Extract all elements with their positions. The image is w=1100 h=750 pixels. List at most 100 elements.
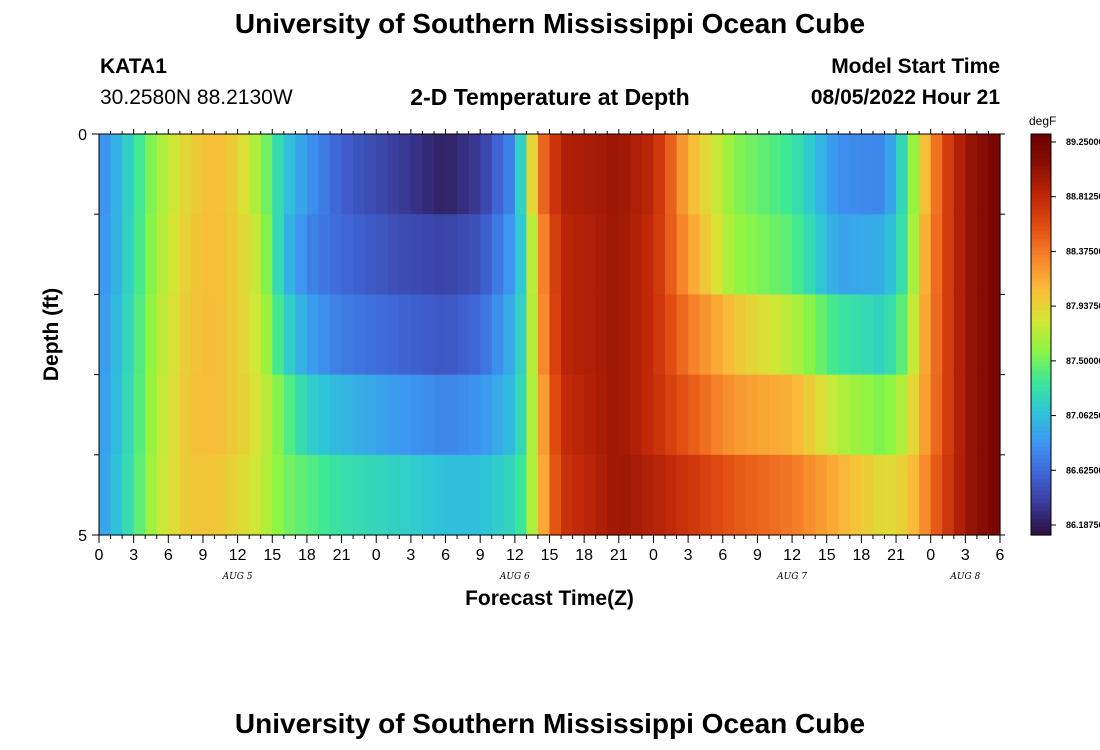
colorbar-segment bbox=[1031, 198, 1051, 203]
colorbar-segment bbox=[1031, 354, 1051, 360]
heatmap-cell bbox=[930, 374, 943, 456]
heatmap-cell bbox=[364, 214, 377, 295]
heatmap-cell bbox=[468, 134, 481, 215]
heatmap-cell bbox=[988, 294, 1001, 376]
heatmap-cell bbox=[641, 214, 655, 295]
heatmap-cell bbox=[249, 134, 262, 215]
heatmap-cell bbox=[376, 454, 389, 536]
heatmap-cell bbox=[815, 294, 828, 376]
colorbar-segment bbox=[1031, 278, 1051, 283]
colorbar-segment bbox=[1031, 430, 1051, 436]
heatmap-cell bbox=[468, 294, 481, 376]
colorbar-segment bbox=[1031, 362, 1051, 368]
heatmap-cell bbox=[688, 294, 701, 376]
heatmap-cell bbox=[237, 374, 250, 456]
heatmap-cell bbox=[549, 294, 562, 376]
heatmap-cell bbox=[110, 294, 123, 376]
colorbar-segment bbox=[1031, 166, 1051, 171]
colorbar-segment bbox=[1031, 358, 1051, 364]
heatmap-cell bbox=[976, 454, 990, 536]
colorbar-segment bbox=[1031, 246, 1051, 251]
heatmap-cell bbox=[792, 374, 805, 456]
heatmap-cell bbox=[988, 454, 1001, 536]
colorbar-segment bbox=[1031, 302, 1051, 308]
colorbar-segment bbox=[1031, 518, 1051, 524]
x-tick-label: 3 bbox=[684, 547, 693, 564]
heatmap-cell bbox=[260, 134, 273, 215]
colorbar-segment bbox=[1031, 202, 1051, 207]
heatmap-cell bbox=[133, 374, 146, 456]
heatmap-cell bbox=[202, 134, 216, 215]
heatmap-cell bbox=[272, 374, 285, 456]
heatmap-cell bbox=[376, 374, 389, 456]
heatmap-cell bbox=[491, 374, 504, 456]
heatmap-cell bbox=[214, 214, 227, 295]
heatmap-cell bbox=[457, 374, 470, 456]
heatmap-cell bbox=[445, 214, 458, 295]
heatmap-cell bbox=[214, 454, 227, 536]
heatmap-cell bbox=[665, 294, 678, 376]
heatmap-cell bbox=[780, 294, 793, 376]
heatmap-cell bbox=[202, 374, 216, 456]
heatmap-cell bbox=[514, 454, 527, 536]
heatmap-cell bbox=[226, 214, 239, 295]
heatmap-cell bbox=[572, 294, 585, 376]
heatmap-cell bbox=[584, 134, 597, 215]
heatmap-cell bbox=[526, 294, 539, 376]
heatmap-cell bbox=[526, 374, 539, 456]
colorbar-segment bbox=[1031, 158, 1051, 163]
heatmap-cell bbox=[780, 214, 793, 295]
heatmap-cell bbox=[653, 294, 666, 376]
heatmap-cell bbox=[849, 454, 862, 536]
heatmap-cell bbox=[237, 134, 250, 215]
heatmap-cell bbox=[480, 134, 493, 215]
heatmap-cell bbox=[387, 134, 400, 215]
page-title: University of Southern Mississippi Ocean… bbox=[234, 8, 866, 39]
heatmap-cell bbox=[815, 134, 828, 215]
heatmap-cell bbox=[318, 454, 331, 536]
colorbar-tick-label: 87.06250 bbox=[1066, 411, 1100, 421]
colorbar-segment bbox=[1031, 294, 1051, 300]
heatmap-cell bbox=[861, 454, 874, 536]
heatmap-cell bbox=[861, 134, 874, 215]
heatmap-cell bbox=[607, 134, 620, 215]
heatmap-cell bbox=[283, 134, 296, 215]
colorbar-segment bbox=[1031, 398, 1051, 404]
heatmap-cell bbox=[226, 374, 239, 456]
heatmap-cell bbox=[595, 214, 608, 295]
heatmap-cell bbox=[722, 374, 735, 456]
heatmap-cell bbox=[757, 134, 770, 215]
heatmap-cell bbox=[457, 294, 470, 376]
heatmap-cell bbox=[572, 374, 585, 456]
heatmap-cell bbox=[364, 134, 377, 215]
heatmap-cell bbox=[503, 454, 516, 536]
heatmap-cell bbox=[780, 374, 793, 456]
heatmap-cell bbox=[630, 134, 643, 215]
heatmap-cell bbox=[306, 294, 320, 376]
colorbar-segment bbox=[1031, 406, 1051, 412]
heatmap-cell bbox=[491, 454, 504, 536]
heatmap-cell bbox=[745, 374, 759, 456]
heatmap-cell bbox=[884, 374, 897, 456]
colorbar-segment bbox=[1031, 506, 1051, 512]
colorbar-segment bbox=[1031, 290, 1051, 295]
y-axis-title: Depth (ft) bbox=[40, 288, 63, 381]
heatmap-cell bbox=[930, 294, 943, 376]
heatmap-cell bbox=[133, 294, 146, 376]
colorbar-segment bbox=[1031, 330, 1051, 336]
x-tick-label: 0 bbox=[95, 547, 104, 564]
heatmap-cell bbox=[930, 454, 943, 536]
colorbar-segment bbox=[1031, 418, 1051, 424]
heatmap-cell bbox=[942, 454, 955, 536]
heatmap-cell bbox=[561, 294, 574, 376]
x-tick-label: 6 bbox=[164, 547, 173, 564]
heatmap-cell bbox=[364, 294, 377, 376]
x-tick-label: 21 bbox=[887, 547, 905, 564]
colorbar-tick-label: 87.93750 bbox=[1066, 301, 1100, 311]
heatmap-cell bbox=[607, 294, 620, 376]
heatmap-cell bbox=[468, 374, 481, 456]
heatmap-cell bbox=[191, 294, 204, 376]
heatmap-cell bbox=[272, 454, 285, 536]
colorbar-segment bbox=[1031, 170, 1051, 175]
